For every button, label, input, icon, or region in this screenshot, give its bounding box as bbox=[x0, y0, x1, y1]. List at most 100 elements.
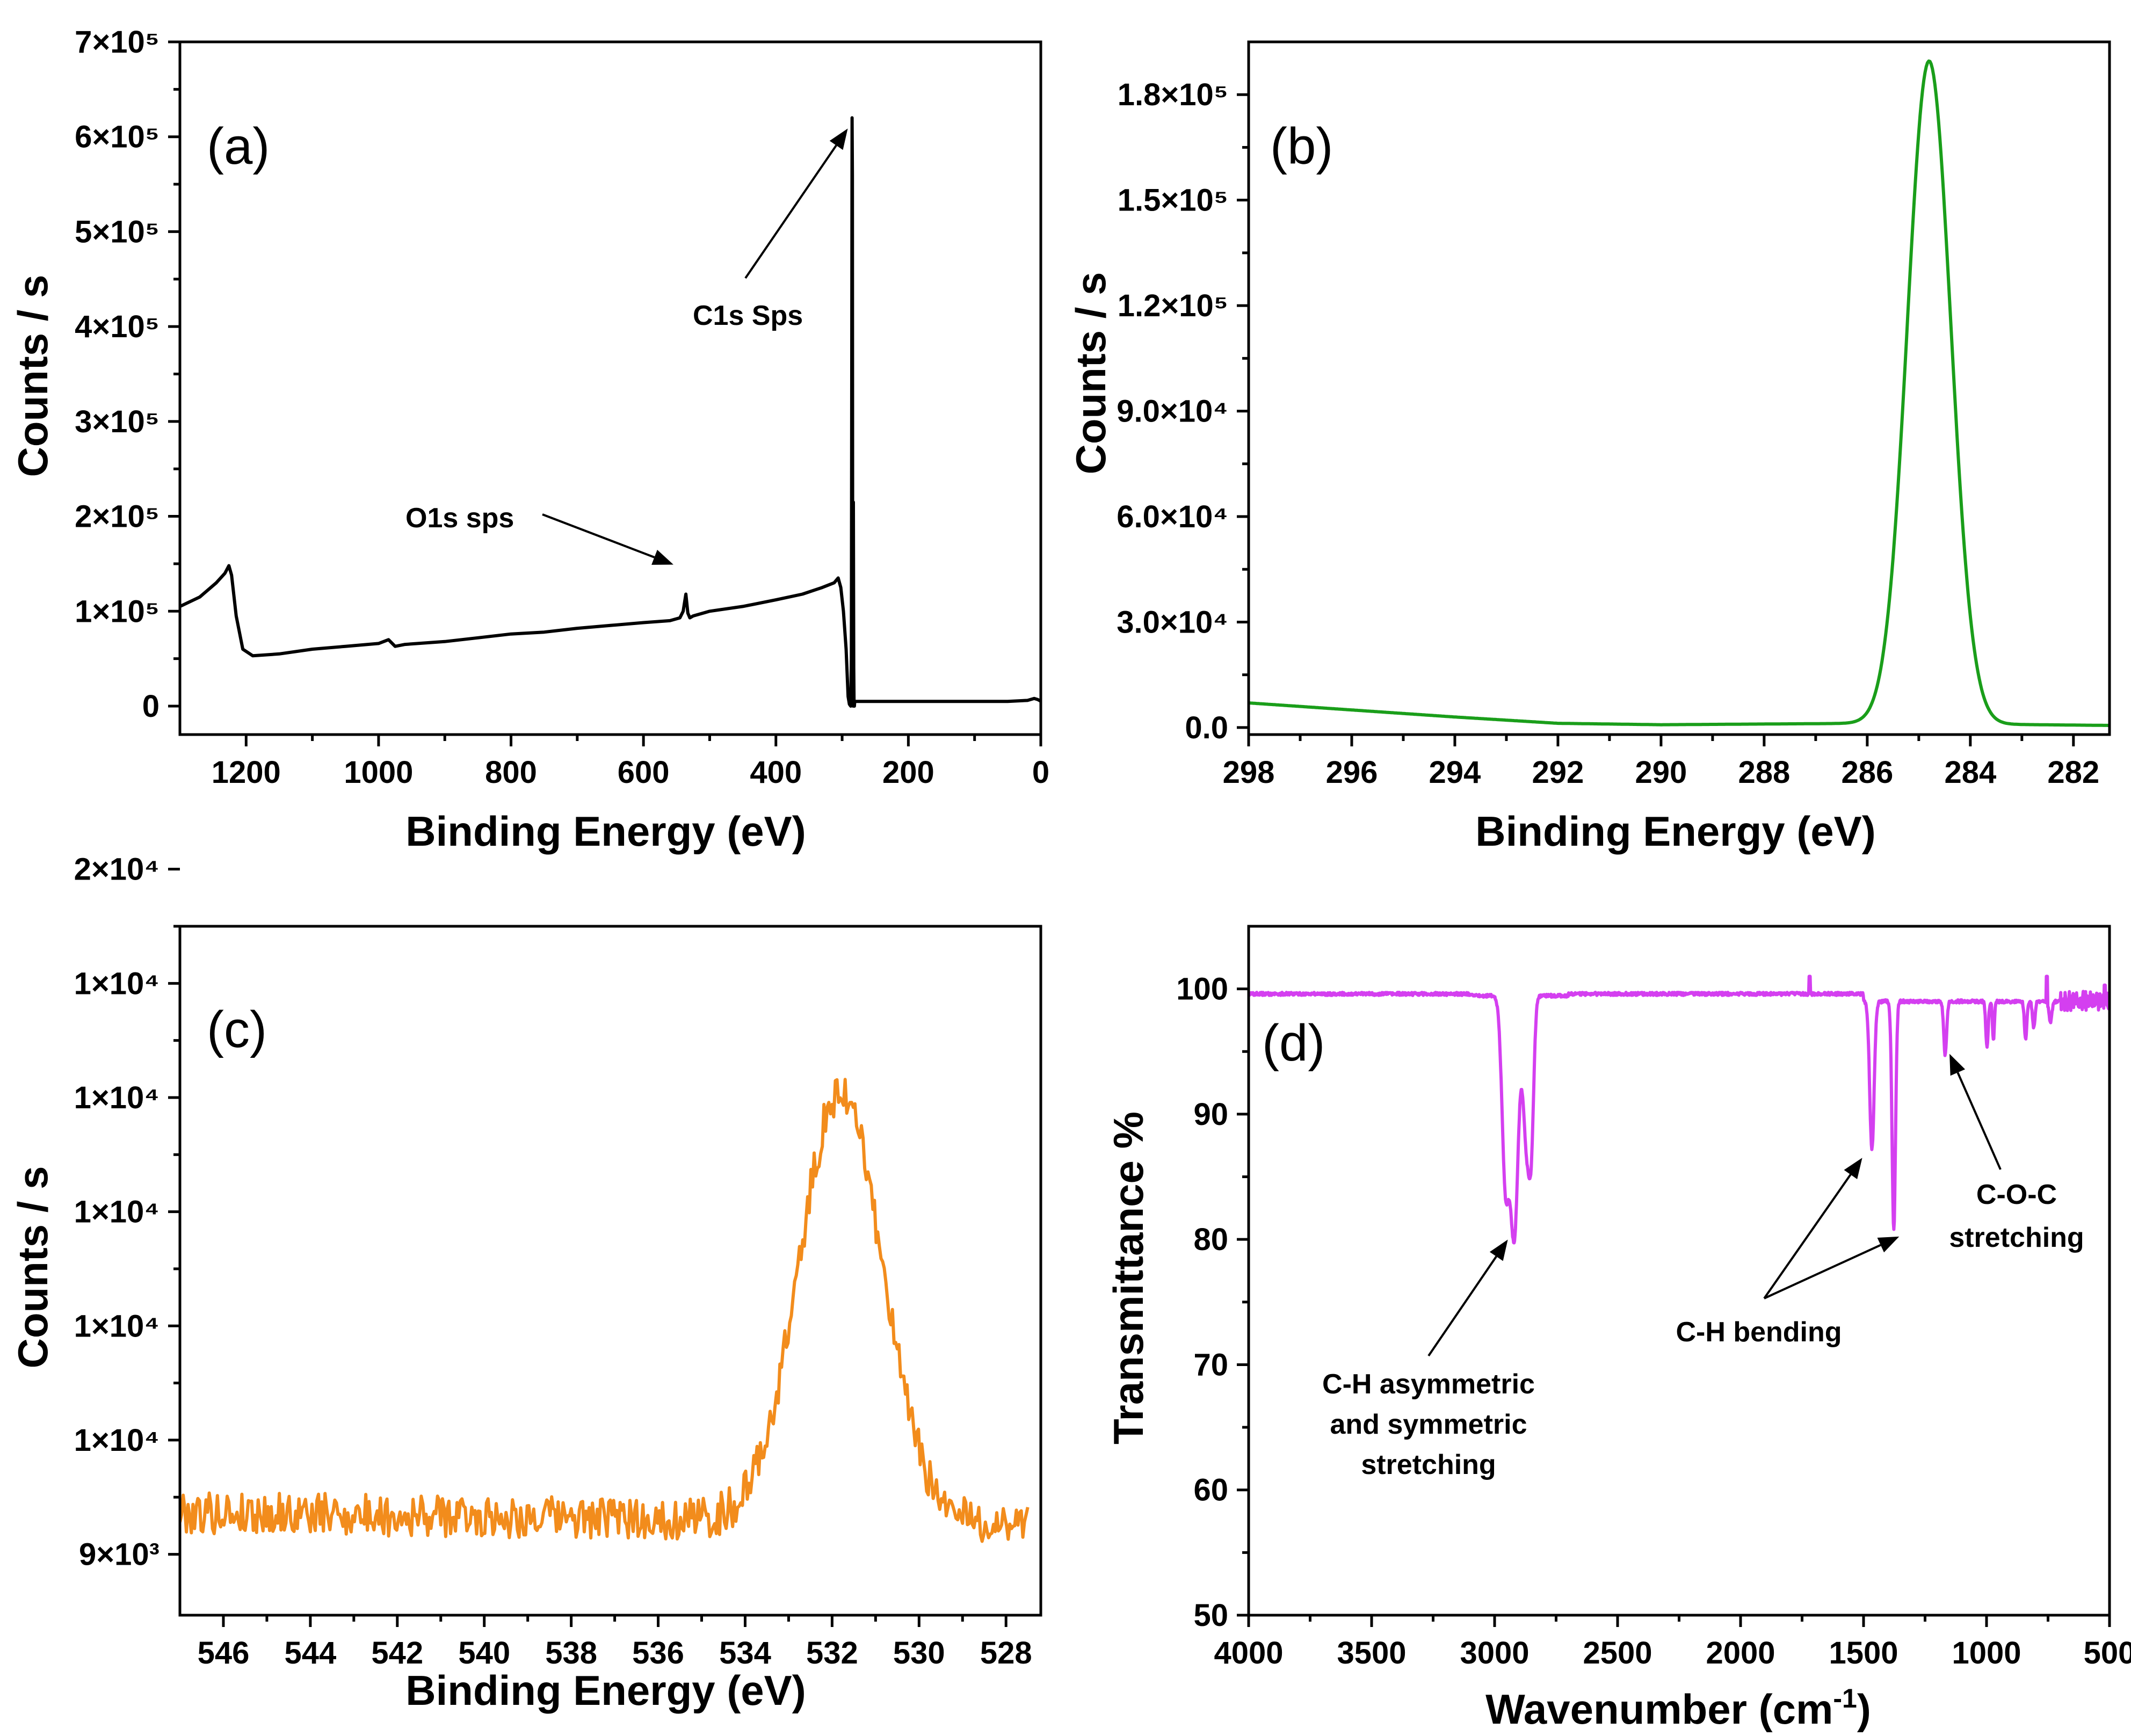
panel-d-arrow-ch-stretch-line bbox=[1427, 1255, 1497, 1357]
panel-d-xlabel: Wavenumber (cm-1) bbox=[1485, 1683, 1871, 1733]
panel-d-annot-ch-stretch-line2: and symmetric bbox=[1330, 1409, 1527, 1440]
panel-c-xtick-label: 534 bbox=[719, 1636, 771, 1670]
panel-b-ytick-label: 3.0×10⁴ bbox=[1117, 605, 1228, 640]
panel-b-series-line bbox=[1249, 59, 2110, 727]
panel-d-ytick-label: 100 bbox=[1176, 972, 1228, 1007]
panel-b-xtick-label: 292 bbox=[1532, 755, 1584, 790]
panel-a-xtick-label: 1200 bbox=[212, 755, 281, 790]
panel-d-arrow-ch-bending-2-head bbox=[1877, 1236, 1900, 1253]
panel-d-arrow-ch-bending-1 bbox=[1763, 1158, 1862, 1299]
panel-d-ytick-label: 50 bbox=[1193, 1598, 1228, 1633]
panel-a-xtick-label: 400 bbox=[750, 755, 802, 790]
panel-a-xtick-label: 1000 bbox=[344, 755, 413, 790]
panel-c-xtick-label: 528 bbox=[980, 1636, 1032, 1670]
panel-d-annot-coc: C-O-C stretching bbox=[1949, 1179, 2084, 1253]
panel-a-arrow-c1s-head bbox=[829, 128, 848, 150]
panel-c-series-line bbox=[180, 1078, 1030, 1543]
panel-b-xtick-label: 290 bbox=[1635, 755, 1687, 790]
panel-b-xtick-label: 288 bbox=[1738, 755, 1790, 790]
panel-a-annot-o1s: O1s sps bbox=[405, 503, 514, 534]
panel-a-arrow-c1s-line bbox=[744, 144, 837, 279]
panel-b-label: (b) bbox=[1270, 118, 1333, 175]
panel-a: (a) Binding Energy (eV) Counts / s C1s S… bbox=[9, 25, 1049, 855]
panel-d-annot-ch-stretch: C-H asymmetric and symmetric stretching bbox=[1322, 1369, 1535, 1480]
panel-c-ytick-label: 1×10⁴ bbox=[74, 1080, 160, 1115]
panel-d-xtick-label: 3000 bbox=[1460, 1636, 1529, 1670]
panel-d-xlabel-exp: -1 bbox=[1833, 1683, 1857, 1713]
panel-a-arrow-o1s-line bbox=[542, 513, 655, 558]
panel-b-xtick-label: 296 bbox=[1326, 755, 1378, 790]
panel-a-ytick-label: 6×10⁵ bbox=[75, 120, 160, 155]
panel-c-plot-frame bbox=[178, 925, 1042, 1617]
panel-c-ytick-label: 2×10⁴ bbox=[74, 852, 160, 887]
panel-d-series-line bbox=[1249, 975, 2110, 1245]
panel-d-ylabel: Transmittance % bbox=[1105, 1112, 1152, 1444]
panel-b-ylabel: Counts / s bbox=[1067, 272, 1114, 474]
panel-c-xtick-label: 542 bbox=[371, 1636, 423, 1670]
panel-d-arrow-ch-stretch bbox=[1427, 1239, 1508, 1357]
panel-b-ytick-label: 6.0×10⁴ bbox=[1117, 499, 1228, 534]
panel-c-ytick-label: 1×10⁴ bbox=[74, 966, 160, 1001]
panel-d-ytick-label: 70 bbox=[1193, 1347, 1228, 1382]
panel-a-ytick-label: 0 bbox=[142, 689, 160, 724]
panel-c-xlabel: Binding Energy (eV) bbox=[405, 1667, 806, 1714]
panel-b-ytick-label: 0.0 bbox=[1185, 710, 1228, 745]
panel-a-ylabel: Counts / s bbox=[9, 274, 56, 477]
panel-a-xtick-label: 200 bbox=[882, 755, 934, 790]
panel-d-xtick-label: 2000 bbox=[1706, 1636, 1775, 1670]
panel-d-arrow-ch-bending-2 bbox=[1764, 1236, 1900, 1299]
panel-a-ytick-label: 5×10⁵ bbox=[75, 214, 160, 249]
panel-d-arrow-coc-head bbox=[1949, 1054, 1966, 1076]
panel-b-xtick-label: 282 bbox=[2047, 755, 2099, 790]
panel-c-ytick-label: 1×10⁴ bbox=[74, 1195, 160, 1230]
panel-a-xlabel: Binding Energy (eV) bbox=[405, 808, 806, 855]
panel-b-ytick-label: 1.8×10⁵ bbox=[1118, 77, 1228, 112]
panel-d-arrow-coc bbox=[1949, 1054, 2002, 1170]
panel-d-xtick-label: 2500 bbox=[1583, 1636, 1652, 1670]
panel-b-xtick-label: 294 bbox=[1429, 755, 1481, 790]
panel-a-ytick-label: 7×10⁵ bbox=[75, 25, 160, 60]
panel-a-annot-c1s: C1s Sps bbox=[693, 300, 803, 331]
panel-a-ytick-label: 2×10⁵ bbox=[75, 499, 160, 534]
panel-c-xtick-label: 540 bbox=[458, 1636, 510, 1670]
panel-c-xtick-label: 536 bbox=[632, 1636, 684, 1670]
panel-b-plot-frame bbox=[1247, 40, 2111, 736]
panel-d-xlabel-close: ) bbox=[1857, 1686, 1871, 1733]
panel-d-arrow-ch-stretch-head bbox=[1489, 1239, 1508, 1261]
panel-a-ytick-label: 1×10⁵ bbox=[75, 594, 160, 629]
panel-a-arrow-o1s-head bbox=[651, 549, 673, 565]
panel-c: (c) Binding Energy (eV) Counts / s 546 54… bbox=[9, 852, 1042, 1714]
panel-d-xtick-label: 1500 bbox=[1829, 1636, 1898, 1670]
panel-d-label: (d) bbox=[1262, 1014, 1325, 1072]
panel-b-xtick-label: 286 bbox=[1841, 755, 1893, 790]
panel-b-xlabel: Binding Energy (eV) bbox=[1475, 808, 1875, 855]
panel-d: (d) Wavenumber (cm-1) Transmittance % C-… bbox=[1105, 925, 2131, 1733]
panel-d-ytick-label: 60 bbox=[1193, 1473, 1228, 1508]
panel-d-annot-coc-line2: stretching bbox=[1949, 1222, 2084, 1253]
panel-c-label: (c) bbox=[207, 1001, 267, 1058]
panel-d-ytick-label: 80 bbox=[1193, 1222, 1228, 1257]
panel-d-arrow-coc-line bbox=[1956, 1072, 2002, 1170]
panel-c-ytick-label: 9×10³ bbox=[79, 1537, 160, 1572]
panel-c-ytick-label: 1×10⁴ bbox=[74, 1309, 160, 1343]
panel-b-xtick-label: 298 bbox=[1223, 755, 1275, 790]
panel-d-arrow-ch-bending-1-head bbox=[1844, 1158, 1862, 1179]
panel-c-ylabel: Counts / s bbox=[9, 1166, 56, 1368]
panel-a-arrow-c1s bbox=[744, 128, 848, 279]
panel-a-plot-frame bbox=[178, 40, 1042, 736]
panel-c-xtick-label: 532 bbox=[806, 1636, 858, 1670]
panel-d-xtick-label: 3500 bbox=[1337, 1636, 1406, 1670]
panel-d-annot-ch-stretch-line1: C-H asymmetric bbox=[1322, 1369, 1535, 1400]
panel-a-series-line bbox=[180, 116, 1041, 708]
panel-c-ytick-label: 1×10⁴ bbox=[74, 1423, 160, 1458]
panel-a-xtick-label: 800 bbox=[485, 755, 537, 790]
panel-a-xtick-label: 0 bbox=[1032, 755, 1049, 790]
panel-d-xtick-label: 1000 bbox=[1952, 1636, 2021, 1670]
panel-b-ytick-label: 9.0×10⁴ bbox=[1117, 394, 1228, 429]
panel-a-arrow-o1s bbox=[542, 513, 673, 565]
panel-b-ytick-label: 1.5×10⁵ bbox=[1118, 183, 1228, 218]
panel-a-ytick-label: 4×10⁵ bbox=[75, 309, 160, 344]
panel-d-annot-coc-line1: C-O-C bbox=[1976, 1179, 2057, 1210]
panel-d-xtick-label: 500 bbox=[2084, 1636, 2131, 1670]
